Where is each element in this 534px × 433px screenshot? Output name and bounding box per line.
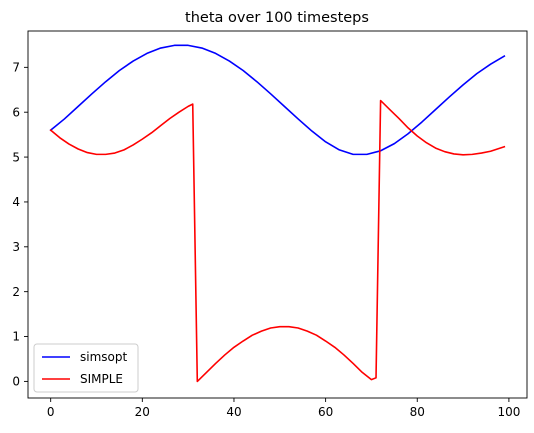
y-tick-label: 1 <box>12 330 20 344</box>
legend-label-0: simsopt <box>80 350 127 364</box>
axes: 0 20 40 60 80 100 0 1 2 3 4 5 6 7 <box>12 30 528 419</box>
y-tick-label: 4 <box>12 195 20 209</box>
legend-box <box>33 343 139 393</box>
x-tick-label: 100 <box>497 405 520 419</box>
y-tick-label: 3 <box>12 240 20 254</box>
axes-frame <box>27 30 528 399</box>
y-tick-label: 2 <box>12 285 20 299</box>
x-tick-label: 60 <box>318 405 333 419</box>
legend: simsopt SIMPLE <box>33 343 139 393</box>
legend-label-1: SIMPLE <box>80 372 123 386</box>
chart-title: theta over 100 timesteps <box>185 10 369 26</box>
y-tick-label: 6 <box>12 105 20 119</box>
series-line-1 <box>49 99 506 383</box>
x-tick-label: 40 <box>226 405 241 419</box>
x-tick-label: 0 <box>47 405 55 419</box>
series-line-0 <box>49 44 506 156</box>
y-tick-label: 5 <box>12 150 20 164</box>
x-tick-label: 80 <box>410 405 425 419</box>
y-tick-label: 7 <box>12 61 20 75</box>
x-tick-label: 20 <box>135 405 150 419</box>
y-tick-label: 0 <box>12 375 20 389</box>
plot-area <box>49 44 506 383</box>
